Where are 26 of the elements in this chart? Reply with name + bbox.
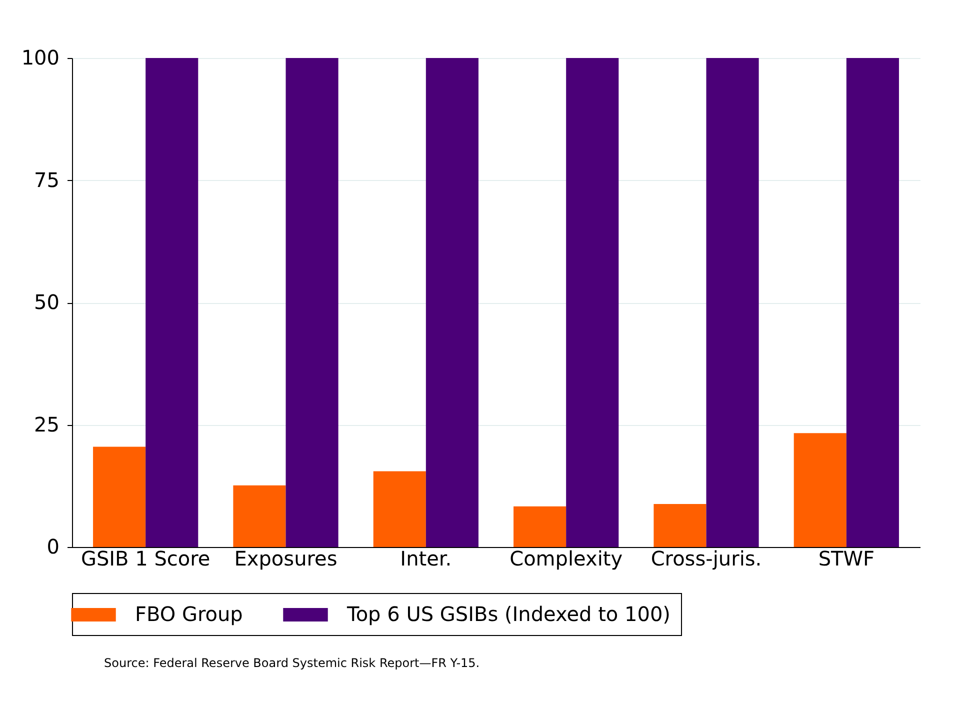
bar	[426, 58, 478, 547]
bar	[654, 504, 706, 547]
x-tick-label: Cross-juris.	[650, 546, 762, 570]
bar	[233, 485, 286, 547]
legend-label: FBO Group	[135, 602, 243, 626]
bar	[373, 471, 426, 547]
bar	[566, 58, 619, 547]
x-tick-label: Inter.	[400, 546, 452, 570]
x-tick-label: STWF	[818, 546, 875, 570]
x-tick-label: Exposures	[234, 546, 338, 570]
x-tick-label: GSIB 1 Score	[80, 546, 210, 570]
bar	[846, 58, 899, 547]
legend-label: Top 6 US GSIBs (Indexed to 100)	[346, 602, 670, 626]
bar	[794, 433, 846, 547]
bar	[706, 58, 759, 547]
bar	[146, 58, 198, 547]
bar	[286, 58, 338, 547]
y-tick-label: 100	[21, 46, 60, 70]
x-tick-label: Complexity	[510, 546, 623, 570]
y-tick-label: 75	[34, 168, 60, 192]
bar	[93, 446, 146, 547]
y-tick-label: 50	[34, 290, 60, 314]
y-tick-label: 0	[46, 534, 60, 558]
source-note: Source: Federal Reserve Board Systemic Risk Report—FR Y-15.	[104, 656, 481, 670]
y-tick-label: 25	[34, 412, 60, 436]
bar	[514, 506, 566, 547]
